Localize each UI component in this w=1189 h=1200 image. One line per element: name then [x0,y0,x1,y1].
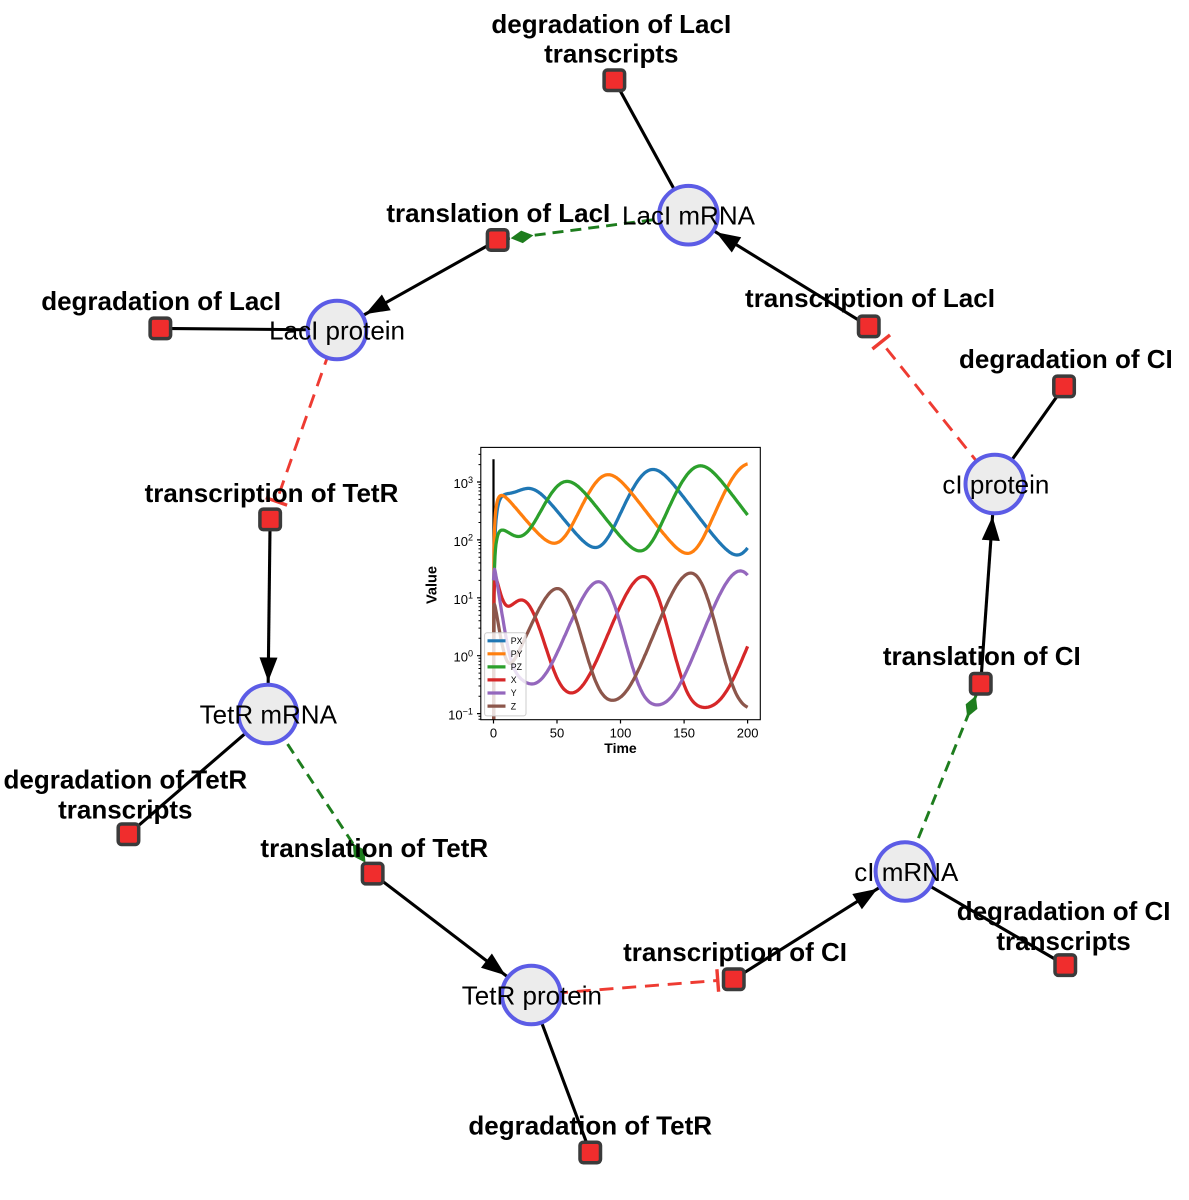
svg-text:0: 0 [490,725,497,740]
svg-text:degradation of CI: degradation of CI [957,896,1171,926]
svg-text:Time: Time [604,740,637,756]
svg-text:200: 200 [737,725,759,740]
svg-text:cI mRNA: cI mRNA [854,857,959,887]
svg-text:degradation of LacI: degradation of LacI [491,9,731,39]
svg-text:transcription of CI: transcription of CI [623,937,847,967]
svg-text:PX: PX [511,636,523,646]
svg-text:translation of CI: translation of CI [883,641,1081,671]
svg-text:X: X [511,675,517,685]
svg-text:degradation of TetR: degradation of TetR [3,764,247,794]
svg-text:transcripts: transcripts [58,794,192,824]
svg-text:Value: Value [425,566,441,604]
svg-text:TetR protein: TetR protein [462,980,602,1010]
svg-text:Y: Y [511,688,517,698]
svg-text:transcription of LacI: transcription of LacI [745,283,995,313]
svg-text:PY: PY [511,649,523,659]
svg-text:150: 150 [673,725,695,740]
svg-text:TetR mRNA: TetR mRNA [200,699,338,729]
svg-text:LacI mRNA: LacI mRNA [622,201,756,231]
svg-text:degradation of TetR: degradation of TetR [468,1111,712,1141]
svg-text:100: 100 [610,725,632,740]
svg-text:cI protein: cI protein [942,469,1049,499]
svg-text:translation of TetR: translation of TetR [260,833,488,863]
svg-text:transcription of TetR: transcription of TetR [145,478,399,508]
svg-text:PZ: PZ [511,662,523,672]
svg-text:degradation of LacI: degradation of LacI [41,286,281,316]
svg-text:transcripts: transcripts [996,926,1130,956]
svg-text:LacI protein: LacI protein [269,315,405,345]
svg-text:translation of LacI: translation of LacI [386,198,610,228]
svg-text:transcripts: transcripts [544,39,678,69]
svg-text:degradation of CI: degradation of CI [959,344,1173,374]
svg-text:Z: Z [511,701,517,711]
svg-text:50: 50 [550,725,564,740]
